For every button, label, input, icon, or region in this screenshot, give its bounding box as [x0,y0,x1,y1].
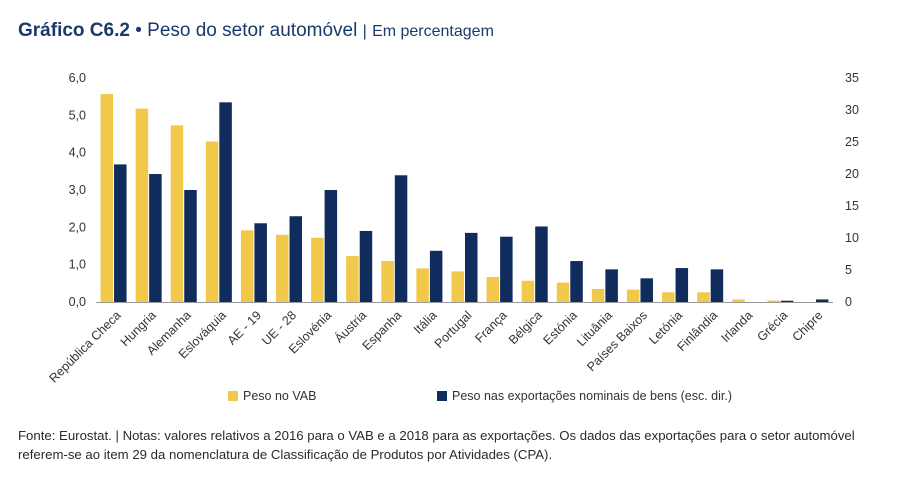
x-tick-label: Grécia [755,308,791,344]
footnote-line-2: referem-se ao item 29 da nomenclatura de… [18,447,553,462]
legend-swatch-vab [228,391,238,401]
bar-vab [346,256,359,302]
bar-vab [276,234,289,302]
x-tick-label: Irlanda [718,308,755,345]
title-bullet: • [135,20,142,41]
bar-exports [149,174,162,302]
x-tick-label: Espanha [360,308,405,353]
bar-vab [591,288,605,302]
y-left-tick-label: 6,0 [69,71,86,85]
x-tick-label: Bélgica [506,308,545,347]
title-text: Peso do setor automóvel [147,20,358,41]
chart-svg: 0,0 1,0 2,0 3,0 4,0 5,0 6,0 0 5 10 15 20 25 30 35 Repúb… [46,71,859,403]
bar-exports [429,250,443,302]
chart-label: Gráfico C6.2 [18,20,130,41]
y-right-tick-label: 5 [845,263,852,277]
x-tick-label: Portugal [432,308,475,351]
y-right-tick-label: 15 [845,199,859,213]
bar-vab [697,292,710,302]
y-right-tick-label: 30 [845,103,859,117]
x-tick-label: República Checa [46,308,123,385]
bar-exports [394,175,408,302]
bar-vab [135,108,149,302]
x-tick-label: Estónia [541,308,580,347]
bar-exports [815,299,829,302]
bar-vab [486,276,500,302]
bar-exports [675,268,689,302]
y-left-tick-label: 4,0 [69,146,86,160]
y-left-tick-label: 1,0 [69,258,86,272]
bar-exports [184,190,197,302]
chart-title: Gráfico C6.2 • Peso do setor automóvel |… [18,20,494,42]
y-left-tick-label: 3,0 [69,183,86,197]
bar-exports [605,269,618,302]
bar-vab [662,292,675,302]
bar-vab [626,289,640,302]
bar-vab [451,271,464,302]
bar-exports [219,102,232,302]
bar-exports [710,269,724,302]
x-tick-label: AE - 19 [225,308,264,347]
x-tick-label: Chipre [790,308,826,344]
bar-exports [359,230,373,302]
bar-vab [521,280,535,302]
bar-vab [416,268,429,302]
x-tick-label: Itália [411,308,440,337]
bar-vab [170,125,184,302]
bar-vab [767,300,780,302]
footnote: Fonte: Eurostat. | Notas: valores relati… [18,426,888,464]
y-left-tick-label: 0,0 [69,295,86,309]
x-tick-label: França [472,308,509,345]
y-right-tick-label: 0 [845,295,852,309]
bar-vab [205,141,219,302]
y-left-tick-label: 2,0 [69,220,86,234]
bar-exports [254,223,267,302]
chart-subtitle: Em percentagem [372,23,494,40]
bar-exports [640,278,653,302]
footnote-line-1: Fonte: Eurostat. | Notas: valores relati… [18,428,855,443]
bar-exports [570,261,583,302]
bar-vab [311,237,324,302]
bar-vab [100,94,114,302]
bar-exports [535,226,548,302]
y-right-tick-label: 35 [845,71,859,85]
bar-exports [500,236,513,302]
bar-vab [381,260,394,302]
bar-exports [114,164,127,302]
bar-exports [289,216,303,302]
bar-vab [240,230,254,302]
legend-swatch-exports [437,391,447,401]
y-left-tick-label: 5,0 [69,108,86,122]
y-right-tick-label: 10 [845,231,859,245]
legend-label-vab: Peso no VAB [243,389,316,403]
title-separator: | [362,23,367,40]
legend-label-exports: Peso nas exportações nominais de bens (e… [452,389,732,403]
y-right-tick-label: 25 [845,135,859,149]
bar-vab [556,282,570,302]
y-right-tick-label: 20 [845,167,859,181]
bar-exports [780,300,794,302]
bar-exports [465,232,478,302]
bar-vab [732,299,745,302]
bar-exports [324,190,338,302]
